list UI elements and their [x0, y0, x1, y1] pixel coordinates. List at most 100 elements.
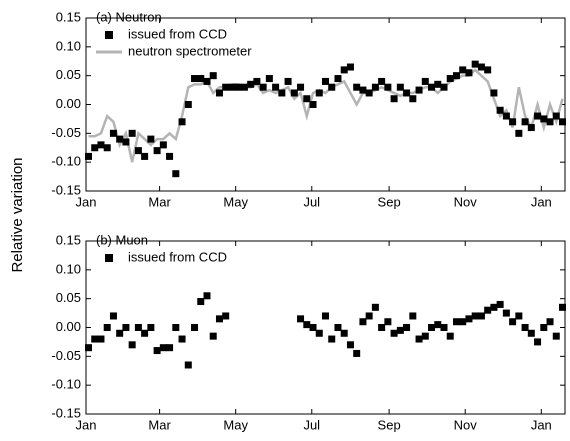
point — [253, 77, 261, 85]
point — [340, 329, 348, 337]
point — [209, 72, 217, 80]
point — [365, 89, 373, 97]
x-tick-label: Jan — [76, 417, 97, 432]
point — [496, 106, 504, 114]
x-tick-label: May — [223, 194, 248, 209]
panel-label: (b) Muon — [96, 232, 148, 247]
point — [215, 89, 223, 97]
point — [134, 147, 142, 155]
point — [215, 315, 223, 323]
point — [109, 129, 117, 137]
point — [178, 118, 186, 126]
point — [234, 83, 242, 91]
plot-frame — [85, 240, 566, 415]
point — [378, 324, 386, 331]
point — [116, 329, 124, 337]
point — [184, 101, 192, 108]
point — [396, 83, 404, 91]
x-tick-label: Jul — [303, 194, 320, 209]
point — [159, 344, 167, 352]
point — [365, 312, 373, 320]
point — [446, 332, 454, 340]
y-tick-label: -0.05 — [51, 348, 81, 363]
point — [515, 312, 523, 320]
point — [390, 329, 398, 337]
point — [303, 321, 311, 329]
y-tick-label: 0.10 — [56, 261, 81, 276]
point — [546, 118, 554, 126]
x-tick-label: Sep — [378, 417, 401, 432]
y-tick-label: 0.00 — [56, 319, 81, 334]
point — [490, 89, 498, 97]
y-tick-label: -0.10 — [51, 154, 81, 169]
y-tick-label: -0.05 — [51, 125, 81, 140]
point — [559, 303, 567, 311]
point — [265, 75, 273, 83]
point — [147, 135, 155, 143]
point — [378, 77, 386, 85]
point — [359, 318, 367, 326]
y-tick-label: 0.05 — [56, 290, 81, 305]
point — [346, 63, 354, 71]
point — [297, 315, 305, 323]
y-tick-label: -0.15 — [51, 405, 81, 420]
x-tick-label: Nov — [454, 194, 478, 209]
x-tick-label: Jul — [303, 417, 320, 432]
point — [178, 335, 186, 343]
point — [509, 318, 517, 326]
legend-swatch — [105, 254, 113, 262]
point — [91, 335, 99, 343]
series-line — [88, 68, 564, 163]
point — [459, 66, 467, 74]
x-tick-label: Nov — [454, 417, 478, 432]
point — [484, 66, 492, 74]
point — [346, 341, 354, 349]
point — [534, 338, 542, 346]
point — [546, 318, 554, 326]
point — [172, 170, 180, 178]
point — [552, 332, 560, 340]
point — [340, 66, 348, 74]
point — [128, 129, 136, 137]
point — [203, 292, 211, 300]
point — [371, 303, 379, 311]
y-tick-label: 0.00 — [56, 96, 81, 111]
point — [328, 335, 336, 343]
point — [191, 75, 199, 83]
y-tick-label: 0.10 — [56, 38, 81, 53]
point — [122, 324, 130, 331]
point — [278, 89, 286, 97]
point — [184, 361, 192, 369]
point — [540, 324, 548, 331]
point — [428, 324, 436, 331]
point — [502, 309, 510, 317]
point — [465, 69, 473, 77]
point — [97, 335, 105, 343]
point — [403, 89, 411, 97]
point — [359, 86, 367, 94]
point — [484, 306, 492, 314]
point — [116, 135, 124, 143]
point — [527, 329, 535, 337]
point — [222, 312, 230, 320]
point — [103, 144, 111, 152]
point — [240, 83, 248, 91]
point — [403, 324, 411, 331]
point — [322, 312, 329, 320]
point — [209, 332, 217, 340]
point — [521, 324, 529, 331]
point — [490, 303, 498, 311]
point — [471, 312, 479, 320]
point — [97, 141, 105, 149]
point — [84, 344, 92, 352]
point — [315, 89, 323, 97]
point — [434, 80, 442, 88]
point — [128, 341, 136, 349]
point — [122, 138, 130, 146]
point — [384, 83, 392, 91]
point — [390, 95, 398, 103]
y-axis-label: Relative variation — [9, 157, 26, 272]
point — [434, 321, 442, 329]
point — [103, 324, 111, 331]
